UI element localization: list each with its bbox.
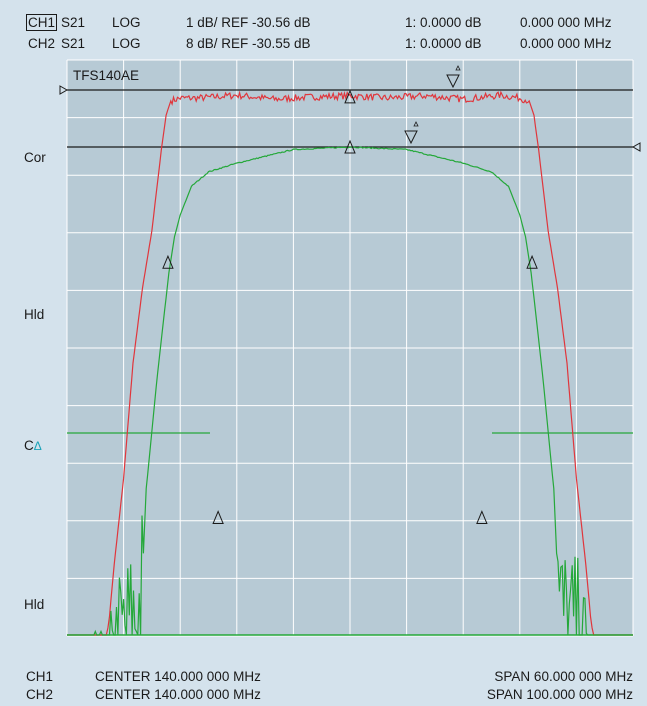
footer-ch2-center: CENTER 140.000 000 MHz [95, 687, 261, 702]
side-label-hld-top: Hld [24, 307, 45, 322]
ch1-format: LOG [112, 15, 141, 30]
grid [66, 59, 634, 637]
side-label-cor: Cor [24, 150, 46, 165]
marker-triangle-icon[interactable] [212, 510, 224, 524]
ch2-reference-pointer-icon [631, 142, 641, 152]
marker-triangle-icon[interactable] [476, 510, 488, 524]
trace-ch1 [67, 90, 633, 636]
ch1-param: S21 [61, 15, 86, 30]
ch2-format: LOG [112, 36, 141, 51]
trace-ch2 [67, 146, 633, 636]
ch1-header-row: CH1 [26, 14, 58, 31]
traces [67, 90, 633, 636]
ch1-marker-freq: 0.000 000 MHz [520, 15, 612, 30]
marker-triangle-icon[interactable] [344, 139, 356, 154]
ch2-param: S21 [61, 36, 86, 51]
ch2-scale: 8 dB/ REF -30.55 dB [186, 36, 311, 51]
marker-triangle-icon[interactable] [344, 89, 356, 104]
ch2-label[interactable]: CH2 [28, 36, 56, 51]
side-label-c-delta: CΔ [24, 438, 42, 453]
side-label-hld-bottom: Hld [24, 597, 45, 612]
chart-title: TFS140AE [73, 68, 139, 83]
side-label-c: C [24, 438, 34, 453]
ch2-ref-marker-icon [404, 121, 419, 145]
delta-icon: Δ [33, 439, 42, 453]
footer-ch2-label: CH2 [26, 687, 54, 702]
markers [162, 89, 538, 524]
ch1-reference-pointer-icon [59, 85, 69, 95]
footer-ch1-center: CENTER 140.000 000 MHz [95, 669, 261, 684]
ch1-active-box[interactable]: CH1 [26, 14, 58, 31]
footer-ch1-label: CH1 [26, 669, 54, 684]
marker-triangle-icon[interactable] [526, 254, 538, 269]
ch1-scale: 1 dB/ REF -30.56 dB [186, 15, 311, 30]
footer-ch1-span: SPAN 60.000 000 MHz [494, 669, 633, 684]
marker-triangle-icon[interactable] [162, 254, 174, 269]
ch2-marker-value: 1: 0.0000 dB [405, 36, 482, 51]
ch1-marker-value: 1: 0.0000 dB [405, 15, 482, 30]
footer-ch2-span: SPAN 100.000 000 MHz [486, 687, 633, 702]
ch2-marker-freq: 0.000 000 MHz [520, 36, 612, 51]
ch1-ref-marker-icon [446, 65, 461, 89]
